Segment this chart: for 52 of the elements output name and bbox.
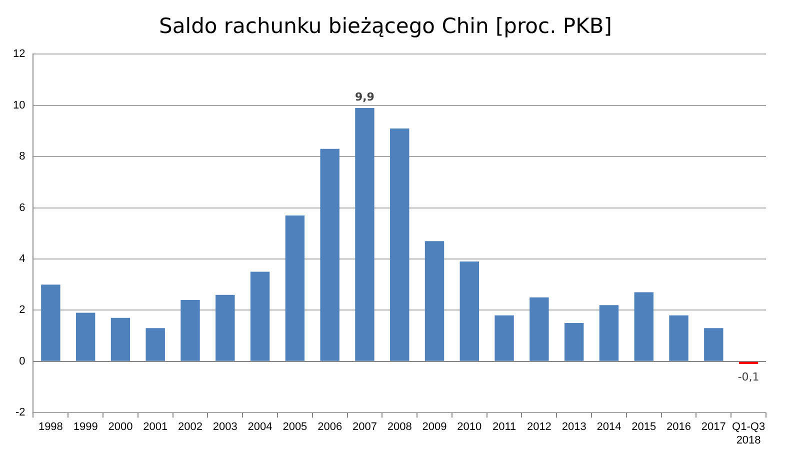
bar: [494, 315, 514, 361]
y-tick-label: 2: [19, 304, 26, 316]
bar: [110, 318, 130, 361]
bar: [460, 262, 479, 361]
x-tick-label: 2005: [282, 421, 308, 434]
chart-title: Saldo rachunku bieżącego Chin [proc. PKB]: [159, 14, 612, 38]
data-label: 9,9: [354, 90, 374, 104]
x-tick-label: 2016: [666, 421, 692, 434]
bar: [320, 148, 340, 361]
y-tick-label: 10: [12, 99, 26, 112]
bar: [564, 323, 584, 361]
x-tick-label: 2010: [457, 421, 482, 434]
y-tick-label: -2: [15, 406, 26, 419]
y-tick-label: 6: [19, 202, 26, 214]
bar: [599, 305, 619, 361]
x-tick-label: Q1-Q3 2018: [732, 421, 766, 446]
bar: [146, 328, 165, 361]
x-tick-label: 2014: [596, 421, 622, 434]
bar: [669, 315, 688, 361]
x-tick-label: 2007: [352, 421, 377, 434]
bar: [41, 284, 60, 361]
x-tick-label: 2012: [526, 421, 552, 434]
bar: [530, 297, 549, 361]
x-tick-label: 2000: [108, 421, 133, 434]
x-tick-label: 2013: [562, 421, 586, 434]
y-tick-label: 4: [19, 253, 26, 266]
x-tick-label: 1998: [38, 421, 63, 434]
y-tick-label: 8: [19, 150, 26, 163]
bar: [390, 128, 410, 361]
x-tick-label: 2001: [143, 421, 168, 434]
bar: [180, 300, 200, 361]
bar: [76, 312, 96, 361]
bar: [216, 294, 235, 361]
data-label: -0,1: [738, 370, 760, 384]
x-tick-label: 1999: [73, 421, 98, 434]
bar: [424, 241, 444, 361]
x-tick-label: 2009: [422, 421, 447, 434]
x-tick-label: 2015: [632, 421, 656, 434]
x-tick-label: 2011: [492, 421, 516, 434]
x-tick-label: 2017: [701, 421, 726, 434]
x-tick-label: 2008: [387, 421, 412, 434]
bar: [355, 108, 374, 361]
x-tick-label: 2006: [318, 421, 342, 434]
y-tick-label: 0: [19, 355, 26, 368]
bar: [634, 292, 654, 361]
bar: [250, 272, 270, 361]
y-tick-label: 12: [12, 48, 26, 60]
x-tick-label: 2004: [248, 421, 272, 434]
bar: [285, 215, 305, 361]
x-tick-label: 2003: [212, 421, 238, 434]
x-tick-label: 2002: [178, 421, 202, 434]
bar: [704, 328, 724, 361]
